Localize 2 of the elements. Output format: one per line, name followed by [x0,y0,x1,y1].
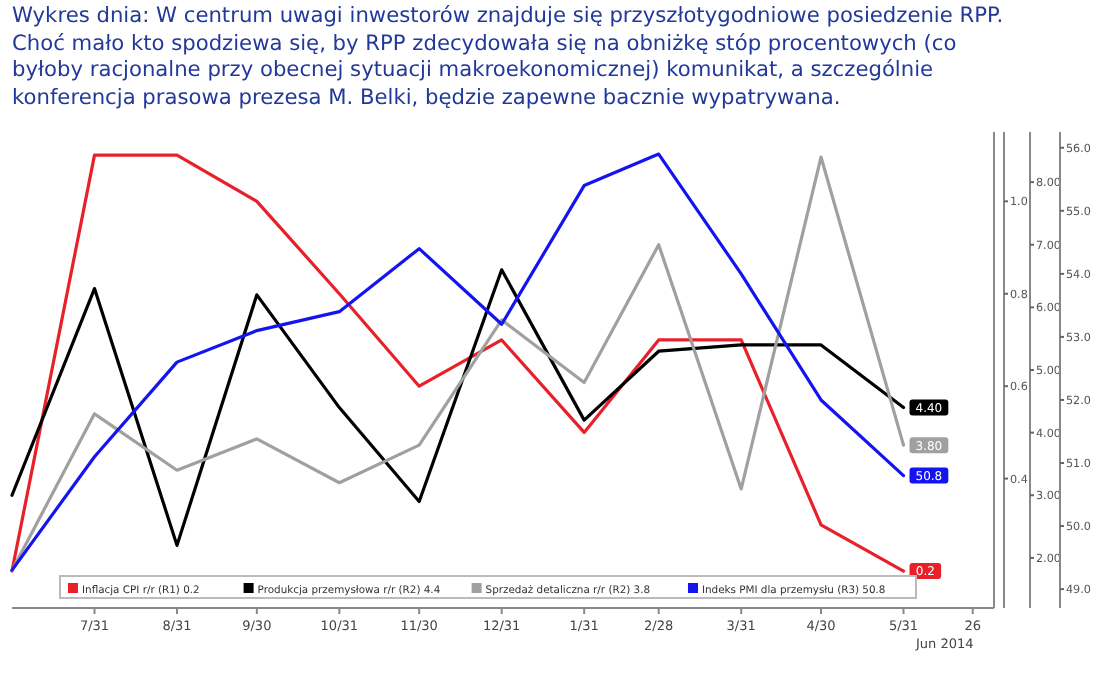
line-series [10,268,906,547]
chart-title: Wykres dnia: W centrum uwagi inwestorów znajduje się przyszłotygodniowe posiedzenie RPP. Choć mało kto spodziewa się, by RPP zdecydowała się na obniżkę stóp procentowych (co byłoby racjonalne przy obecnej sytuacji makroekonomicznej) komunikat, a szczególnie konferencja prasowa prezesa M. Belki, będzie zapewne bacznie wypatrywana. [12,4,1006,112]
